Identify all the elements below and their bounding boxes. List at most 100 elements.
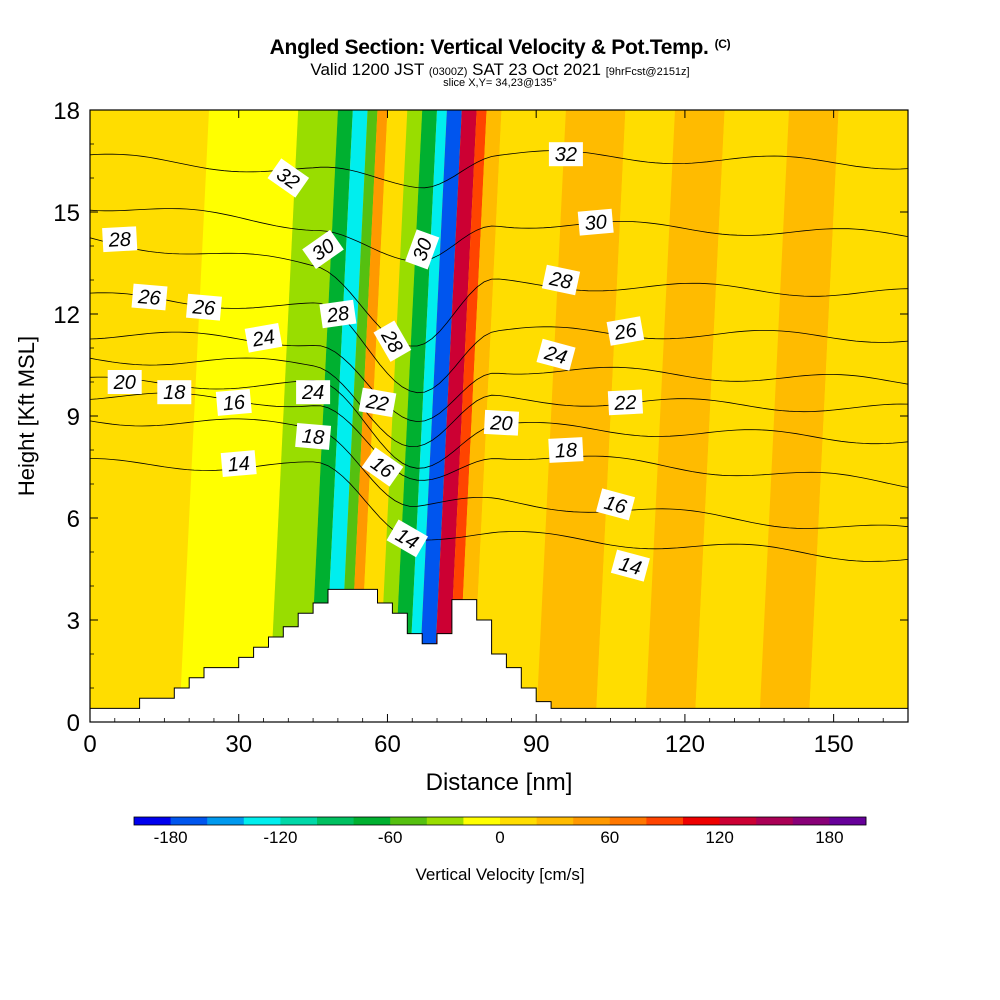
colorbar-swatch-1 [170, 817, 208, 825]
contour-label-22: 22 [607, 389, 644, 416]
velocity-band-10 [407, 110, 447, 722]
colorbar-swatch-2 [207, 817, 245, 825]
colorbar-tick-label: 60 [600, 828, 619, 847]
x-axis-label: Distance [nm] [426, 769, 573, 796]
axes: 0 30 60 90 120 150 0 3 6 9 12 15 18 [53, 98, 908, 758]
contour-label-text: 20 [489, 412, 513, 435]
valid-utc: (0300Z) [428, 66, 468, 78]
velocity-band-11 [417, 110, 462, 722]
contour-label-26: 26 [131, 283, 168, 311]
contour-label-box [358, 387, 397, 418]
y-tick-label: 0 [67, 710, 80, 737]
velocity-band-6 [347, 110, 388, 722]
colorbar-swatch-0 [134, 817, 171, 825]
contour-label-text: 20 [113, 372, 136, 394]
colorbar-swatch-13 [609, 817, 647, 825]
contour-label-24: 24 [244, 323, 283, 353]
x-tick-label: 150 [814, 731, 854, 758]
contour-label-30: 30 [577, 208, 614, 236]
colorbar-tick-label: -60 [378, 828, 403, 847]
velocity-band-7 [357, 110, 408, 722]
contour-label-box [244, 323, 283, 353]
y-tick-label: 9 [67, 404, 80, 431]
contour-label-box [267, 158, 310, 198]
y-tick-label: 15 [53, 200, 80, 227]
colorbar-swatch-5 [317, 817, 354, 825]
y-tick-label: 12 [53, 302, 80, 329]
colorbar-swatch-11 [536, 817, 574, 825]
y-tick-label: 6 [67, 506, 80, 533]
colorbar-swatch-16 [719, 817, 757, 825]
velocity-band-4 [323, 110, 368, 722]
contour-label-20: 20 [107, 370, 142, 394]
contour-label-box [536, 338, 576, 371]
contour-label-box [157, 380, 192, 405]
chart-title: Angled Section: Vertical Velocity & Pot.… [269, 36, 731, 59]
colorbar-swatch-9 [463, 817, 501, 825]
x-tick-label: 60 [374, 731, 401, 758]
title-unit: (C) [714, 37, 731, 51]
contour-label-14: 14 [610, 549, 650, 582]
colorbar-tick-label: 120 [705, 828, 733, 847]
velocity-band-5 [337, 110, 378, 722]
colorbar-tick-label: -120 [263, 828, 297, 847]
velocity-band-1 [179, 110, 299, 722]
colorbar: -180 -120 -60 0 60 120 180 [133, 816, 867, 847]
velocity-band-14 [456, 110, 502, 722]
slice-info: slice X,Y= 34,23@135° [443, 77, 557, 89]
contour-label-text: 18 [163, 382, 185, 404]
contour-label-18: 18 [295, 422, 332, 450]
chart-subtitle: Valid 1200 JST (0300Z) SAT 23 Oct 2021 [… [310, 60, 690, 79]
velocity-band-19 [694, 110, 789, 722]
contour-label-box [319, 299, 357, 329]
velocity-band-0 [90, 110, 209, 722]
x-tick-label: 30 [225, 731, 252, 758]
y-axis-label: Height [Kft MSL] [14, 336, 39, 496]
contour-label-24: 24 [296, 380, 331, 405]
colorbar-tick-label: 180 [815, 828, 843, 847]
colorbar-swatch-18 [792, 817, 830, 825]
contour-label-text: 28 [107, 229, 131, 252]
contour-label-text: 16 [222, 391, 247, 415]
velocity-band-21 [808, 110, 908, 722]
contour-label-box [405, 229, 440, 270]
contour-label-box [220, 450, 257, 478]
terrain-profile [89, 588, 909, 723]
isotherm-24 [90, 331, 908, 423]
velocity-band-16 [536, 110, 626, 722]
colorbar-swatch-4 [280, 817, 318, 825]
contour-label-32: 32 [548, 142, 583, 167]
contour-label-16: 16 [595, 488, 636, 521]
contour-label-box [577, 208, 614, 236]
contour-label-text: 28 [325, 303, 351, 328]
contour-label-26: 26 [606, 316, 645, 346]
velocity-band-18 [645, 110, 725, 722]
contour-label-box [131, 283, 168, 311]
colorbar-label: Vertical Velocity [cm/s] [415, 865, 584, 884]
contour-label-box [610, 549, 650, 582]
contour-label-box [548, 142, 583, 167]
contour-label-text: 26 [191, 296, 217, 320]
forecast-info: [9hrFcst@2151z] [605, 66, 690, 78]
isotherm-30 [90, 208, 908, 262]
colorbar-swatch-14 [646, 817, 684, 825]
contour-label-box [295, 422, 332, 450]
contour-label-box [548, 437, 584, 463]
colorbar-swatch-15 [683, 817, 720, 825]
contour-label-26: 26 [186, 293, 222, 321]
contour-label-text: 14 [227, 453, 251, 477]
velocity-band-20 [759, 110, 839, 722]
contour-label-text: 18 [554, 439, 577, 462]
velocity-band-12 [432, 110, 477, 722]
colorbar-tick-label: -180 [154, 828, 188, 847]
isotherm-32 [90, 150, 908, 189]
contour-label-box [606, 316, 645, 346]
contour-label-box [102, 226, 138, 253]
velocity-band-13 [446, 110, 487, 722]
contour-label-text: 22 [363, 390, 390, 416]
contour-label-20: 20 [483, 409, 520, 436]
colorbar-swatch-6 [353, 817, 391, 825]
colorbar-swatch-17 [756, 817, 794, 825]
y-tick-label: 18 [53, 98, 80, 125]
